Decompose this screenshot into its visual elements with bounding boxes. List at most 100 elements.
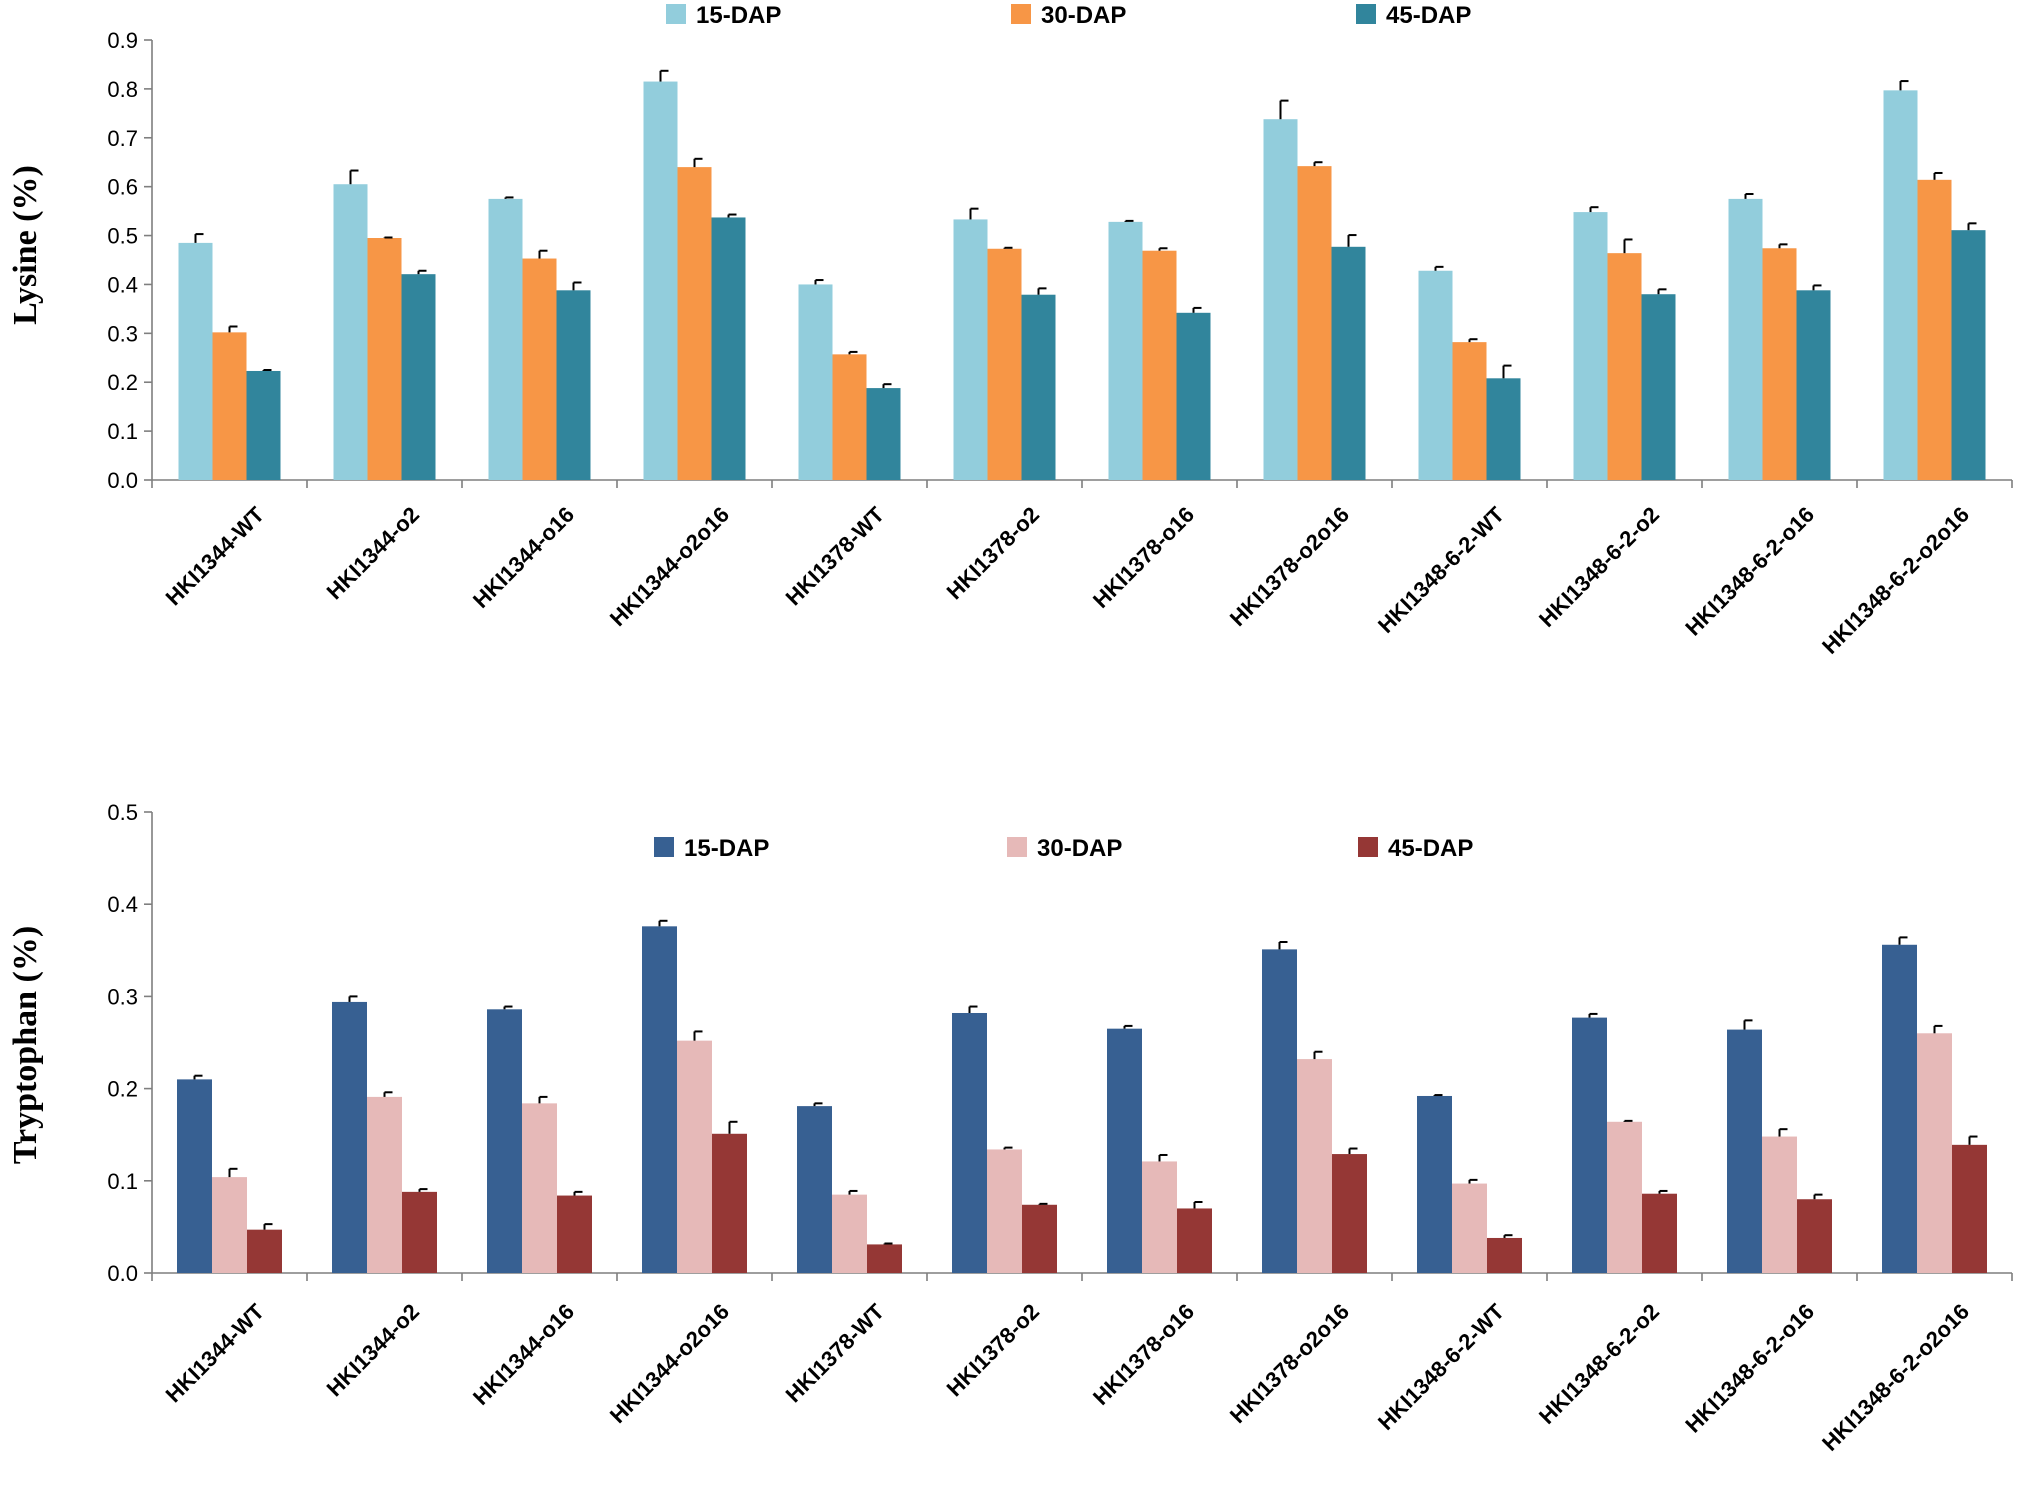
lysine-category-label: HKI1378-o2o16: [1225, 502, 1354, 631]
lysine-y-axis-title: Lysine (%): [7, 165, 44, 325]
tryptophan-bar: [642, 926, 677, 1273]
tryptophan-bar: [1177, 1208, 1212, 1273]
lysine-legend-swatch: [666, 4, 686, 24]
tryptophan-category-label: HKI1344-WT: [161, 1298, 270, 1407]
tryptophan-bar: [987, 1149, 1022, 1273]
tryptophan-category-label: HKI1378-o2o16: [1225, 1299, 1354, 1428]
lysine-bar: [866, 388, 901, 480]
lysine-bar: [711, 217, 746, 480]
tryptophan-bar: [177, 1079, 212, 1273]
tryptophan-bar: [402, 1191, 437, 1273]
tryptophan-category-label: HKI1344-o16: [468, 1299, 579, 1410]
lysine-category-label: HKI1378-o16: [1088, 502, 1199, 613]
tryptophan-category-label: HKI1378-WT: [781, 1298, 890, 1407]
lysine-y-tick-label: 0.2: [107, 370, 138, 395]
tryptophan-category-label: HKI1378-o2: [942, 1299, 1044, 1401]
tryptophan-bar: [522, 1103, 557, 1273]
lysine-legend-swatch: [1356, 4, 1376, 24]
tryptophan-y-tick-label: 0.4: [107, 892, 138, 917]
tryptophan-bar: [1572, 1017, 1607, 1273]
tryptophan-bar: [1142, 1161, 1177, 1273]
tryptophan-legend-swatch: [1007, 837, 1027, 857]
lysine-bar: [556, 290, 591, 480]
lysine-bar: [1641, 294, 1676, 480]
tryptophan-bar: [1107, 1028, 1142, 1273]
lysine-bar: [1573, 212, 1608, 481]
tryptophan-legend-label: 45-DAP: [1388, 835, 1473, 862]
tryptophan-bar: [487, 1009, 522, 1273]
tryptophan-bar: [1882, 944, 1917, 1273]
lysine-bar: [1728, 198, 1763, 480]
tryptophan-y-tick-label: 0.3: [107, 984, 138, 1009]
lysine-bar: [1452, 342, 1487, 480]
lysine-bar: [1762, 248, 1797, 480]
lysine-bar: [1263, 119, 1298, 480]
tryptophan-category-label: HKI1344-o2o16: [605, 1299, 734, 1428]
tryptophan-bar: [1452, 1183, 1487, 1273]
tryptophan-bar: [712, 1133, 747, 1273]
lysine-bar: [1796, 290, 1831, 480]
lysine-category-label: HKI1344-o2o16: [605, 502, 734, 631]
lysine-category-label: HKI1344-WT: [161, 501, 270, 610]
tryptophan-bar: [832, 1194, 867, 1273]
lysine-legend-swatch: [1011, 4, 1031, 24]
lysine-bar: [1883, 90, 1918, 480]
tryptophan-bar: [1642, 1193, 1677, 1273]
lysine-bar: [178, 242, 213, 480]
lysine-bar: [987, 248, 1022, 480]
lysine-category-label: HKI1348-6-2-WT: [1373, 501, 1510, 638]
tryptophan-bar: [952, 1012, 987, 1273]
tryptophan-bar: [212, 1177, 247, 1273]
lysine-y-tick-label: 0.3: [107, 321, 138, 346]
lysine-category-label: HKI1348-6-2-o2: [1534, 502, 1664, 632]
tryptophan-legend-label: 15-DAP: [684, 835, 769, 862]
lysine-bar: [1331, 246, 1366, 480]
lysine-bar: [333, 184, 368, 480]
tryptophan-bar: [1417, 1095, 1452, 1273]
lysine-bar: [1418, 270, 1453, 480]
lysine-bar: [798, 284, 833, 480]
lysine-bar: [1951, 230, 1986, 480]
tryptophan-category-label: HKI1344-o2: [322, 1299, 424, 1401]
tryptophan-bar: [797, 1106, 832, 1273]
tryptophan-bar: [1952, 1144, 1987, 1273]
tryptophan-category-label: HKI1348-6-2-o2: [1534, 1299, 1664, 1429]
lysine-bar: [522, 258, 557, 480]
tryptophan-bar: [1297, 1059, 1332, 1273]
lysine-y-tick-label: 0.9: [107, 28, 138, 53]
tryptophan-y-tick-label: 0.1: [107, 1169, 138, 1194]
lysine-y-tick-label: 0.7: [107, 126, 138, 151]
lysine-bar: [1917, 179, 1952, 481]
lysine-legend-label: 15-DAP: [696, 2, 781, 29]
lysine-chart: 0.0 0.1 0.2 0.3 0.4 0.5 0.6 0.7 0.8 0.9 HKI1344-WT…: [7, 2, 2013, 659]
tryptophan-category-label: HKI1348-6-2-o2o16: [1817, 1299, 1974, 1456]
tryptophan-bar: [557, 1195, 592, 1273]
lysine-y-tick-label: 0.0: [107, 468, 138, 493]
tryptophan-legend-swatch: [654, 837, 674, 857]
lysine-y-tick-label: 0.4: [107, 272, 138, 297]
tryptophan-bar: [1607, 1121, 1642, 1273]
tryptophan-bar: [247, 1229, 282, 1273]
lysine-bar: [1486, 378, 1521, 480]
tryptophan-legend-label: 30-DAP: [1037, 835, 1122, 862]
tryptophan-y-tick-label: 0.5: [107, 800, 138, 825]
lysine-bar: [246, 370, 281, 480]
lysine-legend-label: 45-DAP: [1386, 2, 1471, 29]
tryptophan-bar: [1487, 1237, 1522, 1273]
tryptophan-bar: [867, 1244, 902, 1273]
tryptophan-chart: 0.0 0.1 0.2 0.3 0.4 0.5 HKI1344-WT HKI1344-o2 HK…: [7, 800, 2013, 1456]
tryptophan-bar: [367, 1096, 402, 1273]
lysine-legend-label: 30-DAP: [1041, 2, 1126, 29]
lysine-category-label: HKI1348-6-2-o16: [1680, 502, 1819, 641]
lysine-category-label: HKI1344-o2: [322, 502, 424, 604]
lysine-bar: [677, 167, 712, 480]
lysine-bar: [1176, 312, 1211, 480]
lysine-category-label: HKI1378-o2: [942, 502, 1044, 604]
lysine-bar: [488, 198, 523, 480]
tryptophan-bar: [1917, 1033, 1952, 1273]
lysine-bar: [1021, 294, 1056, 480]
lysine-bar: [643, 81, 678, 481]
tryptophan-bar: [1727, 1029, 1762, 1273]
lysine-y-tick-label: 0.8: [107, 77, 138, 102]
lysine-y-tick-label: 0.6: [107, 175, 138, 200]
